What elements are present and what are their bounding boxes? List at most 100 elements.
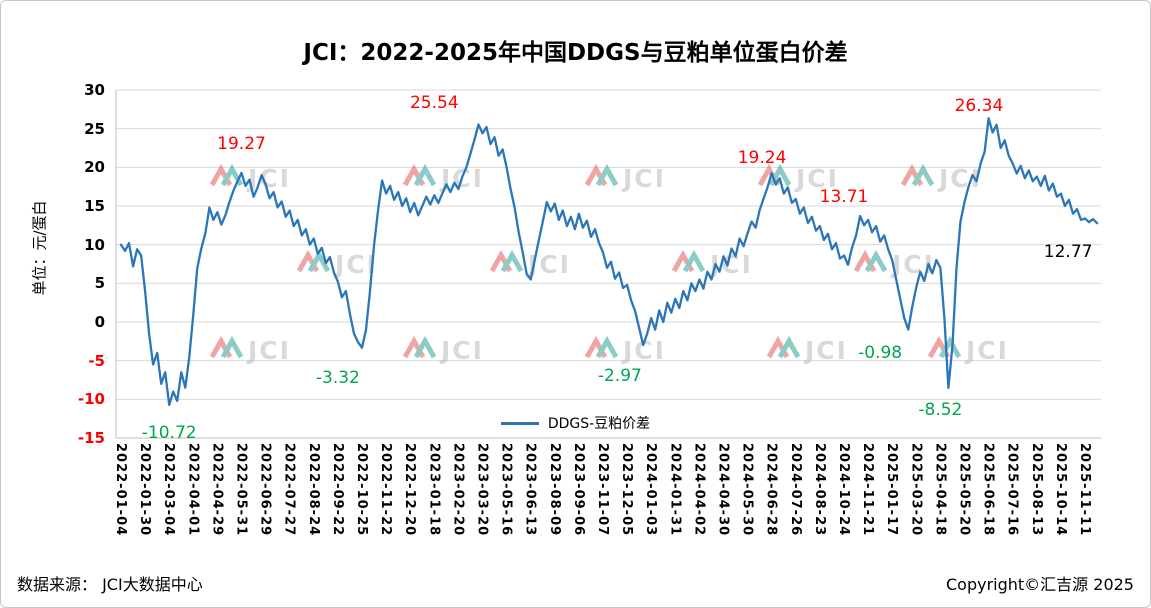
- x-tick-label: 2023-02-20: [450, 443, 466, 537]
- y-tick-label: -15: [77, 429, 105, 447]
- y-tick-label: 20: [84, 158, 105, 177]
- x-tick-label: 2025-04-18: [932, 443, 948, 537]
- extremum-annotation: -8.52: [918, 400, 963, 421]
- x-tick-label: 2023-06-13: [522, 443, 538, 537]
- x-tick-label: 2022-05-31: [233, 443, 249, 537]
- x-tick-label: 2025-06-18: [980, 443, 996, 537]
- x-tick-label: 2023-12-05: [619, 443, 635, 537]
- x-tick-label: 2024-01-03: [643, 443, 659, 537]
- copyright-text: Copyright©汇吉源 2025: [946, 575, 1134, 594]
- watermark-text: JCI: [794, 164, 839, 193]
- x-tick-label: 2022-12-20: [402, 443, 418, 537]
- x-tick-label: 2025-10-14: [1052, 443, 1068, 537]
- x-tick-label: 2022-09-22: [329, 443, 345, 537]
- x-tick-label: 2024-05-30: [739, 443, 755, 537]
- extremum-annotation: 13.71: [819, 186, 869, 207]
- x-tick-label: 2023-03-20: [474, 443, 490, 537]
- extremum-annotation: 25.54: [409, 93, 459, 114]
- watermark-ribbon-icon: [777, 335, 801, 359]
- jci-watermark: JCI: [296, 249, 376, 279]
- x-tick-label: 2022-03-04: [161, 443, 177, 537]
- jci-watermark: JCI: [766, 335, 848, 365]
- y-tick-label: 25: [84, 119, 105, 138]
- x-tick-label: 2025-01-17: [884, 443, 900, 537]
- watermark-ribbon-icon: [500, 249, 524, 273]
- watermark-text: JCI: [439, 336, 484, 365]
- x-tick-label: 2022-04-01: [185, 443, 201, 537]
- x-tick-label: 2024-04-02: [691, 443, 707, 537]
- x-tick-label: 2024-07-26: [787, 443, 803, 537]
- watermark-text: JCI: [621, 336, 666, 365]
- jci-watermark: JCI: [402, 335, 484, 365]
- y-tick-label: 10: [84, 235, 105, 254]
- x-tick-label: 2022-11-22: [378, 443, 394, 537]
- watermark-text: JCI: [439, 164, 484, 193]
- watermark-ribbon-icon: [307, 249, 331, 273]
- watermark-text: JCI: [964, 336, 1009, 365]
- watermark-text: JCI: [803, 336, 848, 365]
- extremum-annotation: 12.77: [1043, 241, 1093, 262]
- watermark-ribbon-icon: [938, 335, 962, 359]
- x-tick-label: 2023-01-18: [426, 443, 442, 537]
- jci-watermark: JCI: [757, 163, 839, 193]
- watermark-ribbon-icon: [413, 335, 437, 359]
- chart-title: JCI：2022-2025年中国DDGS与豆粕单位蛋白价差: [303, 40, 848, 66]
- watermark-ribbon-icon: [864, 249, 888, 273]
- legend-line-swatch: [500, 421, 539, 425]
- watermark-text: JCI: [621, 164, 666, 193]
- extremum-annotation: 19.27: [217, 134, 266, 155]
- y-tick-label: 5: [94, 274, 105, 293]
- x-tick-label: 2025-07-16: [1004, 443, 1020, 537]
- x-tick-label: 2022-04-29: [209, 443, 225, 537]
- y-tick-label: -10: [77, 390, 105, 409]
- watermark-ribbon-icon: [682, 249, 706, 273]
- legend-label: DDGS-豆粕价差: [547, 416, 651, 432]
- watermark-ribbon-icon: [595, 335, 619, 359]
- x-tick-label: 2025-08-13: [1028, 443, 1044, 537]
- jci-watermark: JCI: [209, 335, 291, 365]
- x-tick-label: 2025-05-20: [956, 443, 972, 537]
- extremum-annotation: -3.32: [315, 367, 360, 388]
- watermark-ribbon-icon: [595, 163, 619, 187]
- x-tick-label: 2022-10-25: [354, 443, 369, 537]
- footer: 数据来源： JCI大数据中心 Copyright©汇吉源 2025: [17, 571, 1134, 595]
- extremum-annotation: -10.72: [141, 422, 197, 443]
- extremum-annotation: 26.34: [954, 96, 1004, 117]
- x-tick-label: 2024-10-24: [836, 443, 851, 537]
- x-tick-label: 2024-11-21: [860, 443, 876, 537]
- y-tick-label: 15: [84, 197, 105, 215]
- ddgs-soymeal-spread-line: [119, 117, 1099, 407]
- data-source-text: 数据来源： JCI大数据中心: [17, 575, 203, 594]
- x-tick-label: 2025-11-11: [1077, 443, 1092, 537]
- y-tick-label: 0: [94, 313, 105, 331]
- jci-watermark: JCI: [927, 335, 1009, 365]
- x-tick-label: 2022-01-04: [113, 443, 128, 537]
- jci-watermark: JCI: [402, 163, 484, 193]
- jci-watermark: JCI: [584, 163, 666, 193]
- jci-watermark: JCI: [900, 163, 982, 193]
- watermark-ribbon-icon: [413, 163, 437, 187]
- extremum-annotation: 19.24: [737, 148, 787, 169]
- y-tick-label: -5: [88, 351, 105, 370]
- x-tick-label: 2024-04-30: [715, 443, 731, 537]
- x-tick-label: 2025-03-20: [908, 443, 924, 537]
- y-tick-label: 30: [84, 81, 105, 99]
- x-tick-label: 2022-08-24: [305, 443, 321, 537]
- x-tick-label: 2024-08-23: [811, 443, 827, 537]
- x-tick-label: 2024-01-31: [667, 443, 683, 537]
- x-tick-label: 2023-09-06: [570, 443, 586, 537]
- x-tick-label: 2022-07-27: [281, 443, 297, 537]
- x-tick-label: 2023-08-09: [546, 443, 562, 537]
- watermark-text: JCI: [937, 164, 982, 193]
- x-tick-label: 2023-11-07: [595, 443, 610, 537]
- watermark-text: JCI: [246, 336, 291, 365]
- watermark-ribbon-icon: [220, 335, 244, 359]
- x-tick-label: 2022-06-29: [257, 443, 273, 537]
- x-tick-label: 2023-05-16: [498, 443, 514, 537]
- x-tick-label: 2022-01-30: [137, 443, 153, 537]
- legend: DDGS-豆粕价差: [1, 413, 1150, 433]
- watermark-ribbon-icon: [911, 163, 935, 187]
- extremum-annotation: -2.97: [597, 366, 642, 387]
